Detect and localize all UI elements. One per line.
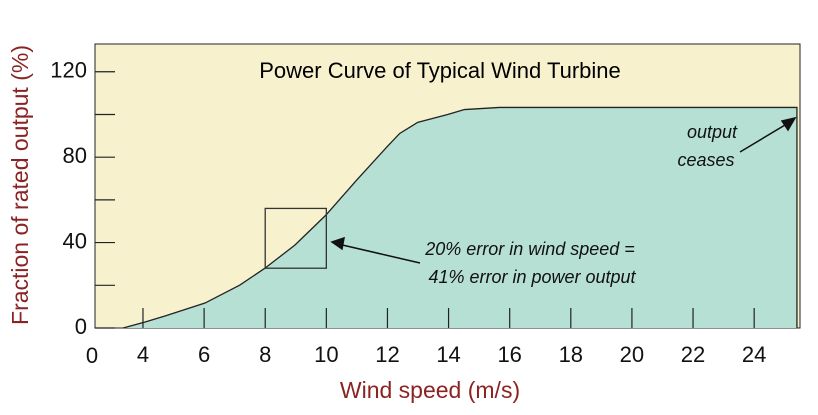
x-tick-label: 10: [314, 342, 338, 367]
annotation: 41% error in power output: [428, 267, 636, 287]
y-tick-label: 0: [75, 314, 87, 339]
x-tick-label: 18: [559, 342, 583, 367]
power-curve-area: [123, 107, 797, 328]
arrows: [330, 116, 797, 264]
chart-title: Power Curve of Typical Wind Turbine: [259, 58, 621, 83]
y-tick-label: 120: [50, 58, 87, 83]
annotation: ceases: [677, 150, 734, 170]
annotation: 20% error in wind speed =: [424, 239, 635, 259]
power-curve-line: [122, 106, 798, 329]
y-axis-label: Fraction of rated output (%): [7, 45, 33, 325]
x-tick-label: 22: [681, 342, 705, 367]
y-tick-label: 40: [63, 228, 87, 253]
x-tick-label: 12: [375, 342, 399, 367]
x-tick-label: 20: [620, 342, 644, 367]
error-box: [264, 207, 327, 269]
x-axis-label: Wind speed (m/s): [340, 377, 520, 403]
x-tick-label: 6: [198, 342, 210, 367]
x-tick-label: 24: [742, 342, 766, 367]
x-tick-label: 14: [436, 342, 460, 367]
annotation: output: [687, 122, 738, 142]
y-tick-label: 80: [63, 143, 87, 168]
x-tick-label: 8: [259, 342, 271, 367]
x-origin-label: 0: [86, 343, 98, 368]
x-tick-label: 16: [497, 342, 521, 367]
x-tick-label: 4: [137, 342, 149, 367]
